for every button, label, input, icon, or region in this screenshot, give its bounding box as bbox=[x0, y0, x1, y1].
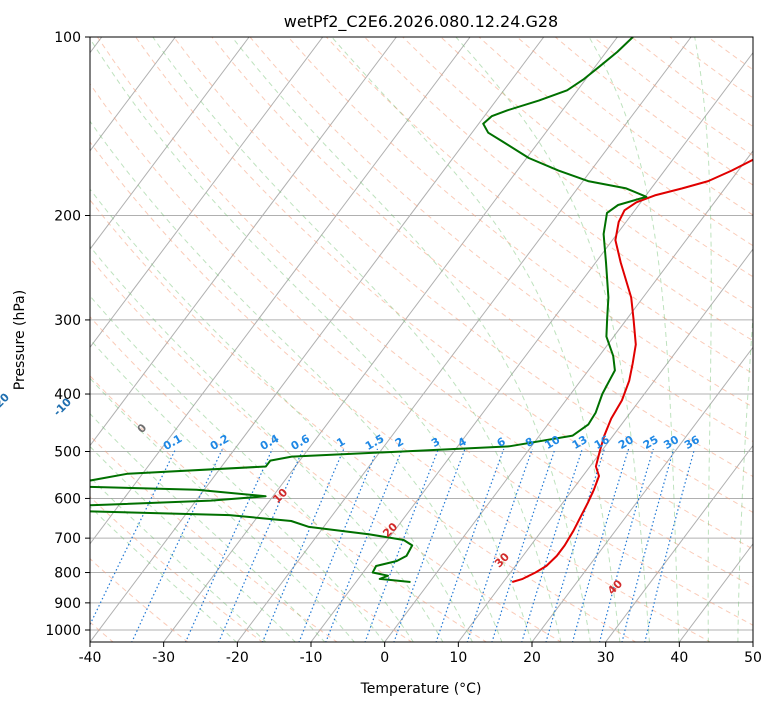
plot-frame bbox=[89, 36, 754, 643]
moist-adiabat bbox=[90, 245, 444, 642]
y-tick-label: 300 bbox=[54, 313, 81, 329]
dry-adiabat bbox=[173, 37, 753, 513]
moist-adiabat bbox=[90, 120, 503, 642]
profile-series bbox=[90, 37, 753, 583]
isotherm bbox=[531, 346, 753, 642]
y-tick-label: 100 bbox=[54, 30, 81, 46]
x-tick-label: -10 bbox=[300, 650, 323, 666]
isotherm bbox=[90, 37, 324, 349]
y-axis-label: Pressure (hPa) bbox=[12, 290, 28, 390]
moist-adiabat bbox=[455, 37, 650, 642]
y-tick-label: 1000 bbox=[45, 623, 81, 639]
dry-adiabat bbox=[402, 37, 753, 310]
x-tick-label: 50 bbox=[744, 650, 762, 666]
x-tick-label: -20 bbox=[226, 650, 249, 666]
mixing-ratio-line bbox=[521, 448, 583, 642]
isotherm bbox=[90, 37, 545, 642]
mixing-ratio-line bbox=[571, 448, 630, 642]
mixing-ratio-line bbox=[364, 448, 439, 642]
moist-adiabat bbox=[90, 338, 385, 642]
x-tick-label: 0 bbox=[380, 650, 389, 666]
moist-adiabat bbox=[331, 37, 621, 642]
mixing-ratio-line bbox=[621, 448, 675, 642]
dry-adiabat bbox=[96, 37, 753, 588]
mixing-ratio-line bbox=[491, 448, 556, 642]
dry-adiabat bbox=[90, 558, 189, 642]
y-tick-label: 500 bbox=[54, 444, 81, 460]
isotherm bbox=[90, 37, 397, 447]
dry-adiabats bbox=[90, 37, 753, 642]
chart-title: wetPf2_C2E6.2026.080.12.24.G28 bbox=[284, 12, 558, 32]
y-tick-label: 800 bbox=[54, 566, 81, 582]
mixing-ratio-line bbox=[325, 448, 403, 642]
moist-adiabat bbox=[90, 412, 326, 642]
x-tick-label: 10 bbox=[449, 650, 467, 666]
x-tick-label: -40 bbox=[79, 650, 102, 666]
isotherm bbox=[457, 248, 753, 642]
y-tick-label: 700 bbox=[54, 531, 81, 547]
temperature-line bbox=[511, 158, 753, 583]
y-tick-label: 600 bbox=[54, 491, 81, 507]
dry-adiabat bbox=[90, 375, 413, 642]
isotherm bbox=[90, 37, 471, 545]
y-tick-label: 200 bbox=[54, 209, 81, 225]
moist-adiabat bbox=[588, 37, 680, 642]
dry-adiabat bbox=[211, 37, 753, 478]
mixing-ratio-line bbox=[131, 448, 224, 642]
isotherm bbox=[90, 37, 250, 250]
x-tick-label: 30 bbox=[597, 650, 615, 666]
moist-adiabat bbox=[90, 188, 473, 642]
dry-adiabat bbox=[135, 37, 753, 550]
isotherm bbox=[90, 37, 176, 152]
mixing-ratio-line bbox=[435, 448, 505, 642]
x-axis-label: Temperature (°C) bbox=[360, 681, 482, 697]
mixing-ratio-line bbox=[644, 448, 696, 642]
moist-adiabat bbox=[694, 37, 712, 642]
dry-adiabat bbox=[287, 37, 753, 408]
isotherm bbox=[163, 37, 618, 642]
dry-adiabat bbox=[90, 141, 712, 642]
mixing-ratio-lines bbox=[90, 448, 696, 642]
dry-adiabat bbox=[90, 83, 753, 626]
dry-adiabat bbox=[364, 37, 753, 342]
y-tick-label: 900 bbox=[54, 596, 81, 612]
dewpoint-line bbox=[90, 37, 648, 583]
mixing-ratio-line bbox=[466, 448, 533, 642]
x-axis-ticks: -40 -30 -20 -10 0 10 20 30 40 50 bbox=[79, 642, 762, 666]
moist-adiabat bbox=[152, 37, 562, 642]
moist-adiabat bbox=[737, 308, 753, 642]
mixing-ratio-line bbox=[545, 448, 605, 642]
isotherm bbox=[605, 444, 753, 642]
x-tick-label: -30 bbox=[152, 650, 175, 666]
isotherm bbox=[384, 150, 753, 642]
dry-adiabat bbox=[90, 199, 637, 642]
x-tick-label: 40 bbox=[670, 650, 688, 666]
y-tick-label: 400 bbox=[54, 387, 81, 403]
mixing-ratio-line bbox=[598, 448, 654, 642]
x-tick-label: 20 bbox=[523, 650, 541, 666]
y-axis-ticks: 100 200 300 400 500 600 700 800 900 1000 bbox=[45, 30, 90, 639]
isotherm bbox=[310, 51, 753, 642]
mixing-ratio-line bbox=[393, 448, 466, 642]
dry-adiabat bbox=[90, 257, 562, 642]
isotherm bbox=[236, 37, 692, 642]
mixing-ratio-line bbox=[298, 448, 379, 642]
moist-adiabat bbox=[90, 377, 355, 642]
